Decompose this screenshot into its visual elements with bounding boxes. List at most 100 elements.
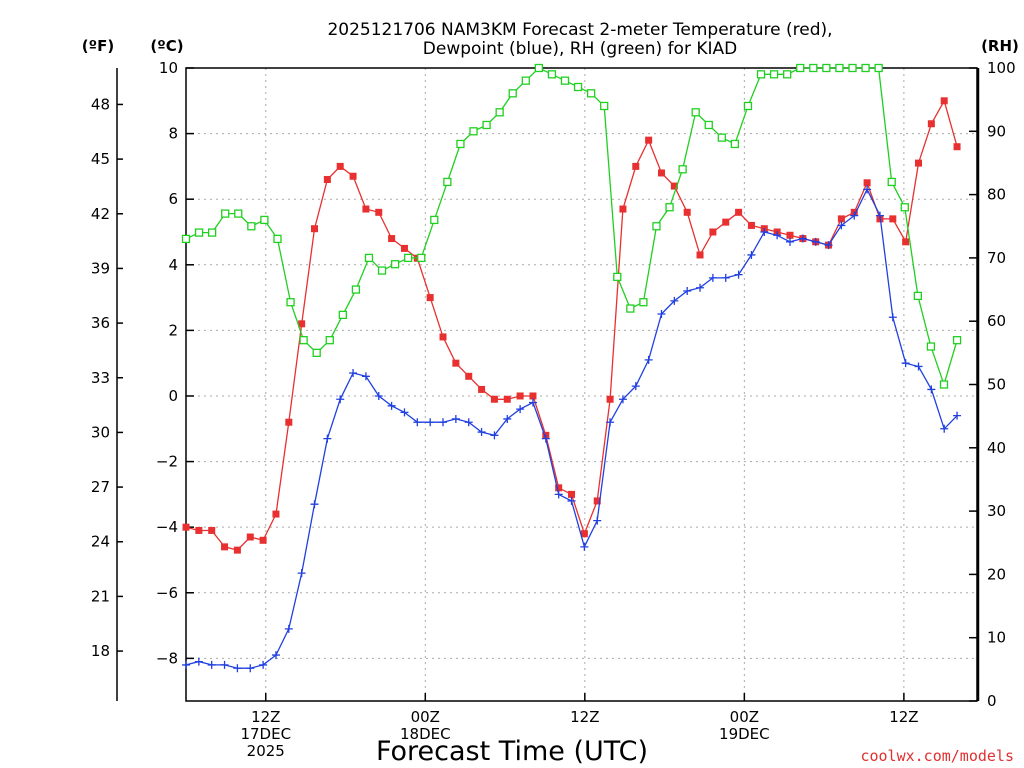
temperature-point [452, 359, 460, 367]
rh-point [613, 272, 622, 282]
axes [116, 67, 980, 702]
rh-point [573, 82, 583, 92]
rh-point [364, 253, 374, 263]
rh-tick-label: 40 [987, 439, 1006, 457]
rh-point [874, 63, 883, 73]
rh-point [756, 70, 766, 79]
rh-point [417, 253, 426, 263]
chart-title-line1: 2025121706 NAM3KM Forecast 2-meter Tempe… [327, 20, 832, 40]
temperature-point [529, 392, 537, 400]
dewpoint-point [413, 418, 422, 427]
dewpoint-point [914, 362, 923, 371]
plot-frame [185, 67, 978, 702]
dewpoint-point [297, 569, 306, 578]
x-tick-label: 00Z [730, 708, 759, 726]
temperature-point [606, 395, 614, 403]
dewpoint-point [927, 385, 936, 394]
celsius-tick-label: 8 [168, 125, 178, 143]
dewpoint-point [361, 372, 370, 381]
temperature-point [465, 372, 473, 380]
fahrenheit-tick-label: 39 [91, 259, 110, 277]
rh-point [377, 266, 387, 275]
temperature-point [285, 418, 293, 426]
rh-point [404, 253, 413, 263]
rh-point [430, 215, 439, 225]
temperature-point [272, 510, 280, 518]
rh-point [508, 89, 517, 98]
rh-point [207, 228, 217, 237]
temperature-point [375, 208, 383, 216]
dewpoint-point [567, 496, 576, 505]
rh-point [260, 215, 269, 225]
rh-point [351, 285, 361, 294]
dewpoint-point [863, 185, 872, 194]
rh-tick-label: 10 [987, 629, 1006, 647]
rh-point [456, 139, 465, 149]
rh-point [639, 298, 648, 307]
dewpoint-point [271, 651, 280, 660]
x-tick-label: 12Z [889, 708, 918, 726]
rh-point [273, 234, 282, 244]
rh-tick-label: 30 [987, 502, 1006, 520]
dewpoint-point [207, 660, 216, 669]
dewpoint-point [374, 391, 383, 400]
dewpoint-point [451, 414, 460, 423]
rh-point [743, 101, 753, 111]
series-lines [181, 63, 962, 673]
fahrenheit-tick-label: 48 [91, 95, 110, 113]
rh-point [887, 177, 896, 187]
rh-tick-label: 100 [987, 59, 1016, 77]
rh-point [325, 336, 334, 345]
rh-point [822, 63, 831, 73]
dewpoint-point [837, 221, 846, 230]
dewpoint-point [554, 490, 563, 499]
rh-tick-label: 60 [987, 312, 1006, 330]
dewpoint-point [606, 418, 615, 427]
celsius-tick-label: 2 [168, 321, 178, 339]
dewpoint-point [618, 395, 627, 404]
temperature-point [747, 221, 755, 229]
temperature-point [580, 530, 588, 538]
temperature-point [632, 162, 640, 170]
rh-unit-label: (RH) [981, 37, 1019, 55]
dewpoint-point [785, 237, 794, 246]
dewpoint-point [824, 241, 833, 250]
temperature-point [208, 526, 216, 534]
rh-point [652, 222, 661, 231]
rh-point [482, 120, 491, 130]
rh-point [848, 63, 857, 73]
x-tick-label: 18DEC [400, 725, 451, 743]
celsius-unit-label: (ºC) [150, 37, 183, 55]
temperature-point [362, 205, 370, 213]
temperature-point [516, 392, 524, 400]
temperature-point [478, 385, 486, 393]
rh-point [900, 203, 909, 212]
rh-point [783, 70, 792, 79]
dewpoint-point [580, 542, 589, 551]
rh-point [717, 133, 726, 142]
rh-point [926, 342, 936, 351]
temperature-point [388, 235, 396, 243]
fahrenheit-tick-label: 24 [91, 533, 110, 551]
dewpoint-point [400, 408, 409, 417]
temperature-point [837, 215, 845, 223]
x-tick-label: 12Z [251, 708, 280, 726]
dewpoint-point [464, 418, 473, 427]
dewpoint-point [670, 296, 679, 305]
temperature-point [323, 176, 331, 184]
dewpoint-point [284, 624, 293, 633]
dewpoint-point [798, 234, 807, 243]
fahrenheit-tick-label: 30 [91, 423, 110, 441]
temperature-point [786, 231, 794, 239]
rh-point [809, 63, 818, 73]
dewpoint-point [760, 227, 769, 236]
rh-point [678, 165, 687, 174]
x-tick-label: 12Z [570, 708, 599, 726]
temperature-point [233, 546, 241, 554]
dewpoint-point [747, 250, 756, 259]
rh-point [286, 298, 295, 307]
rh-point [338, 310, 347, 320]
temperature-point [195, 526, 203, 534]
dewpoint-point [259, 660, 268, 669]
